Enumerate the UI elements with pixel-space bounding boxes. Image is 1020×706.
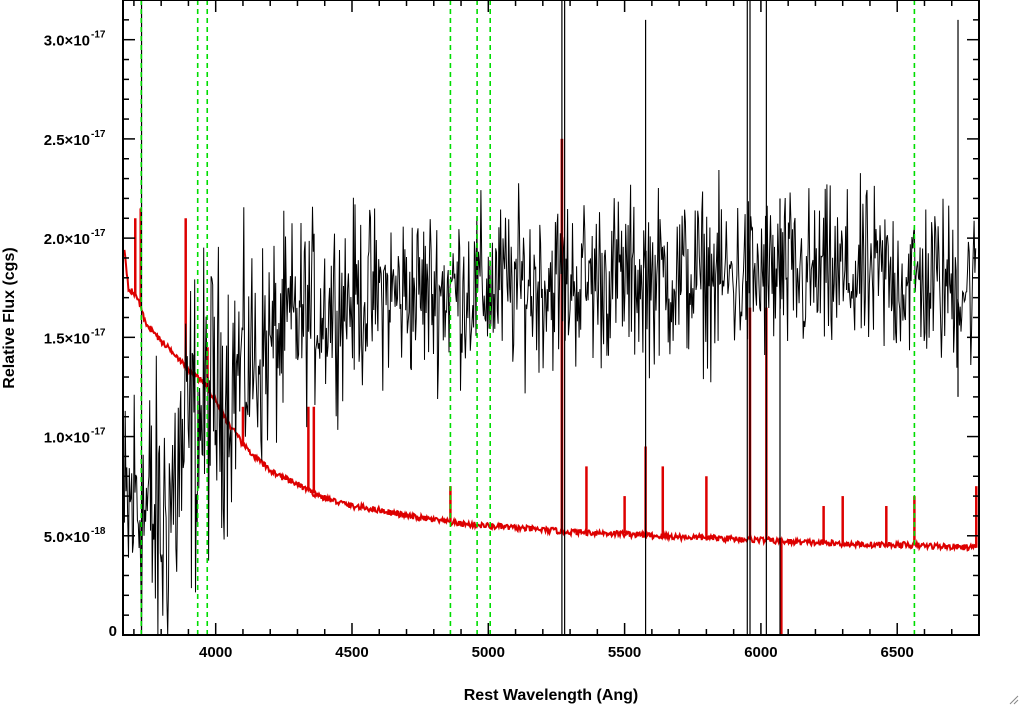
- y-tick-mantissa-3: 1.5×10: [44, 330, 90, 347]
- y-tick-exponent-2: -17: [91, 427, 106, 438]
- y-tick-mantissa-5: 2.5×10: [44, 132, 90, 149]
- y-tick-exponent-5: -17: [91, 129, 106, 140]
- y-tick-exponent-3: -17: [91, 327, 106, 338]
- y-axis-title: Relative Flux (cgs): [1, 247, 18, 388]
- x-tick-label-4000: 4000: [199, 644, 232, 661]
- x-tick-label-5000: 5000: [472, 644, 505, 661]
- y-tick-mantissa-2: 1.0×10: [44, 430, 90, 447]
- y-tick-mantissa-6: 3.0×10: [44, 33, 90, 50]
- y-tick-mantissa-1: 5.0×10: [44, 529, 90, 546]
- x-tick-label-5500: 5500: [608, 644, 641, 661]
- x-tick-labels: 4000 4500 5000 5500 6000 6500: [199, 644, 914, 661]
- x-tick-label-6500: 6500: [881, 644, 914, 661]
- y-tick-exponent-6: -17: [91, 30, 106, 41]
- observed-spectrum-line: [123, 169, 977, 636]
- emission-line-markers: [140, 0, 916, 635]
- x-axis-title: Rest Wavelength (Ang): [464, 687, 639, 704]
- observed-spectrum-series: [123, 0, 977, 636]
- x-tick-label-6000: 6000: [744, 644, 777, 661]
- y-tick-mantissa-0: 0: [109, 623, 117, 640]
- y-tick-exponent-4: -17: [91, 228, 106, 239]
- y-tick-exponent-1: -18: [91, 526, 106, 537]
- y-tick-mantissa-4: 2.0×10: [44, 231, 90, 248]
- model-spectrum-line: [123, 249, 977, 552]
- y-tick-labels: 05.0×10 -181.0×10 -171.5×10 -172.0×10 -172.5…: [44, 30, 117, 640]
- x-tick-label-4500: 4500: [335, 644, 368, 661]
- axis-ticks: [123, 0, 980, 636]
- resize-grip-icon: [1009, 695, 1019, 705]
